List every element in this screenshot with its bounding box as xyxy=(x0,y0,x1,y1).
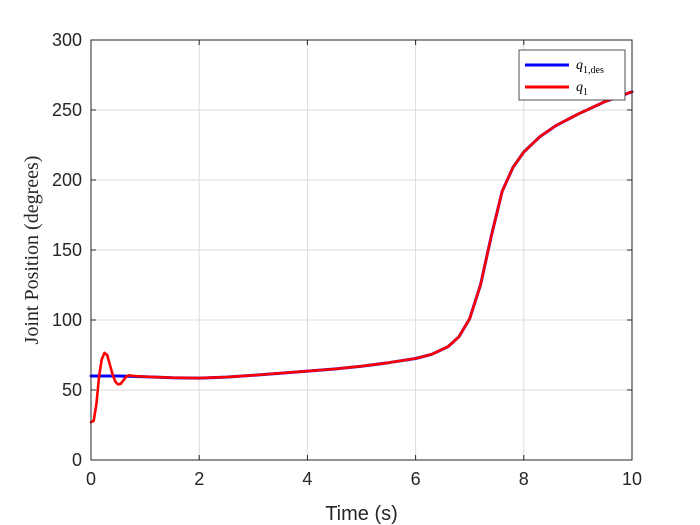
legend-label: q1,des xyxy=(576,58,604,76)
x-tick-label: 10 xyxy=(622,469,642,489)
x-tick-label: 4 xyxy=(302,469,312,489)
series-line-q1 xyxy=(89,90,634,424)
legend-label-subscript: 1,des xyxy=(583,65,604,76)
y-tick-label: 0 xyxy=(72,450,82,470)
y-tick-label: 100 xyxy=(52,310,82,330)
legend-label-subscript: 1 xyxy=(583,87,588,98)
y-tick-label: 250 xyxy=(52,100,82,120)
series-group xyxy=(89,90,634,424)
x-axis-title: Time (s) xyxy=(325,503,398,525)
y-axis-title: Joint Position (degrees) xyxy=(21,156,43,345)
y-tick-label: 300 xyxy=(52,30,82,50)
x-tick-label: 2 xyxy=(194,469,204,489)
legend-label: q1 xyxy=(576,80,588,98)
legend-label-main: q xyxy=(576,80,583,95)
y-tick-label: 50 xyxy=(62,380,82,400)
x-tick-label: 6 xyxy=(411,469,421,489)
x-tick-label: 0 xyxy=(86,469,96,489)
y-tick-label: 200 xyxy=(52,170,82,190)
legend-label-main: q xyxy=(576,58,583,73)
legend-box xyxy=(518,49,626,101)
y-tick-label: 150 xyxy=(52,240,82,260)
x-tick-label: 8 xyxy=(519,469,529,489)
